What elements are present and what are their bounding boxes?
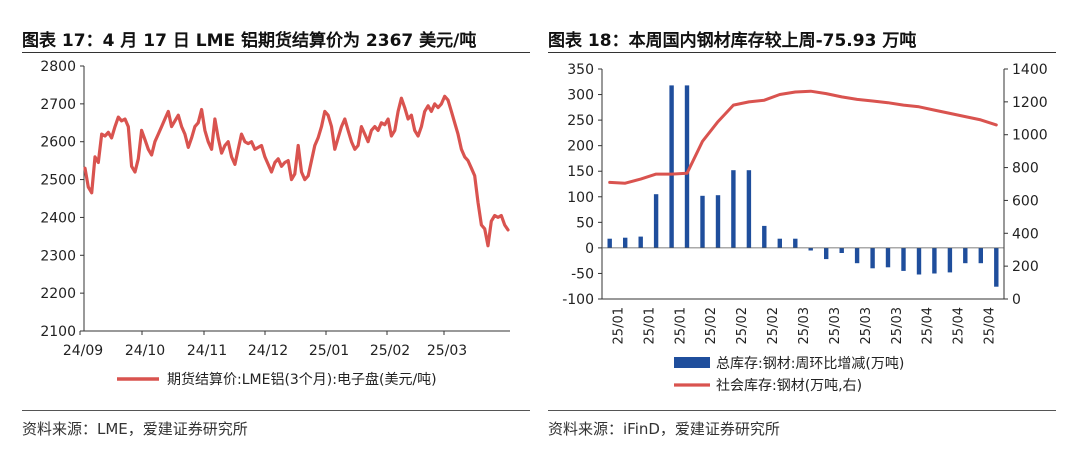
legend-label: 期货结算价:LME铝(3个月):电子盘(美元/吨) [167, 371, 437, 388]
y-tick-label: 300 [567, 88, 594, 104]
inventory-change-bar [932, 247, 937, 274]
y-tick-label: -50 [571, 266, 594, 282]
x-tick-label: 25/03 [828, 307, 843, 344]
inventory-change-bar [607, 238, 612, 248]
right-chart-panel: 图表 18：本周国内钢材库存较上周-75.93 万吨 -100 -50 0 50 100… [548, 0, 1068, 461]
x-tick-label: 25/04 [983, 307, 998, 344]
x-tick-label: 25/04 [952, 307, 967, 344]
y-tick-label: 200 [567, 139, 594, 155]
x-tick-label: 25/03 [797, 307, 812, 344]
y2-tick-label: 400 [1012, 226, 1039, 242]
x-tick-label: 25/04 [921, 307, 936, 344]
x-tick-label: 24/09 [63, 343, 103, 359]
steel-inventory-chart: -100 -50 0 50 100 150 200 250 300 350 0 200 400 600 80… [562, 62, 1048, 394]
left-title-rule [22, 52, 530, 53]
y2-tick-label: 1200 [1012, 95, 1048, 111]
inventory-change-bar [638, 236, 643, 248]
left-chart-title: 图表 17：4 月 17 日 LME 铝期货结算价为 2367 美元/吨 [22, 31, 477, 51]
y2-tick-label: 200 [1012, 259, 1039, 275]
y-tick-label: 2400 [40, 210, 76, 226]
y-tick-label: 150 [567, 164, 594, 180]
y2-tick-label: 1000 [1012, 128, 1048, 144]
inventory-change-bar [700, 195, 705, 248]
x-tick-label: 25/02 [735, 307, 750, 344]
y-tick-label: 0 [585, 241, 594, 257]
inventory-change-bar [715, 195, 721, 248]
inventory-change-bar [746, 170, 752, 248]
inventory-change-bar [885, 247, 891, 268]
inventory-change-bar [684, 85, 690, 248]
inventory-change-bar [669, 85, 674, 248]
left-source-rule [22, 410, 530, 411]
x-tick-label: 25/02 [704, 307, 719, 344]
y-tick-label: 2200 [40, 286, 76, 302]
inventory-change-bar [994, 247, 999, 287]
right-title-rule [548, 52, 1056, 53]
left-chart-panel: 图表 17：4 月 17 日 LME 铝期货结算价为 2367 美元/吨 210… [22, 0, 542, 461]
right-chart-title: 图表 18：本周国内钢材库存较上周-75.93 万吨 [548, 31, 917, 51]
y2-tick-label: 1400 [1012, 62, 1048, 78]
inventory-change-bar [870, 247, 875, 269]
inventory-change-bar [808, 247, 813, 251]
right-chart-source: 资料来源：iFinD，爱建证券研究所 [548, 420, 780, 438]
inventory-change-bar [653, 194, 659, 248]
y-tick-label: 2100 [40, 324, 76, 340]
y-tick-label: 2500 [40, 173, 76, 189]
x-tick-label: 25/01 [612, 307, 627, 344]
y2-tick-label: 600 [1012, 193, 1039, 209]
y-tick-label: 50 [576, 215, 594, 231]
x-tick-label: 24/10 [125, 343, 165, 359]
x-tick-label: 25/02 [766, 307, 781, 344]
x-tick-label: 24/12 [248, 343, 288, 359]
left-chart-source: 资料来源：LME，爱建证券研究所 [22, 420, 248, 438]
inventory-change-bar [916, 247, 922, 275]
inventory-change-bar [978, 247, 983, 264]
inventory-change-bar [963, 247, 968, 264]
legend-line-label: 社会库存:钢材(万吨,右) [716, 378, 862, 394]
inventory-change-bar [901, 247, 906, 271]
y-tick-label: 350 [567, 62, 594, 78]
legend-bar-label: 总库存:钢材:周环比增减(万吨) [716, 356, 904, 372]
inventory-change-bar [777, 238, 782, 248]
x-tick-label: 25/03 [859, 307, 874, 344]
x-tick-label: 25/03 [427, 343, 467, 359]
inventory-change-bar [762, 225, 767, 248]
inventory-change-bar [731, 170, 736, 248]
lme-aluminum-series-line [83, 94, 510, 248]
y-tick-label: 2800 [40, 59, 76, 75]
x-tick-label: 25/02 [370, 343, 410, 359]
right-source-rule [548, 410, 1056, 411]
inventory-change-bar [947, 247, 953, 273]
y-tick-label: 100 [567, 190, 594, 206]
x-tick-label: 25/03 [890, 307, 905, 344]
x-tick-label: 24/11 [187, 343, 227, 359]
inventory-change-bar [793, 238, 798, 248]
y-tick-label: 2600 [40, 135, 76, 151]
inventory-change-bar [839, 247, 844, 253]
y-tick-label: 2700 [40, 97, 76, 113]
x-tick-label: 25/01 [642, 307, 657, 344]
inventory-change-bar [854, 247, 860, 264]
y-tick-label: 250 [567, 113, 594, 129]
y-tick-label: -100 [562, 292, 594, 308]
x-tick-label: 25/01 [673, 307, 688, 344]
inventory-change-bar [824, 247, 829, 260]
y2-tick-label: 0 [1012, 292, 1021, 308]
x-tick-label: 25/01 [309, 343, 349, 359]
legend-bar-swatch [674, 357, 710, 368]
lme-aluminum-chart: 2100 2200 2300 2400 2500 2600 2700 2800 24/09 24/… [40, 59, 510, 388]
y2-tick-label: 800 [1012, 161, 1039, 177]
y-tick-label: 2300 [40, 248, 76, 264]
inventory-change-bar [623, 237, 628, 248]
social-inventory-series-line [608, 89, 998, 185]
